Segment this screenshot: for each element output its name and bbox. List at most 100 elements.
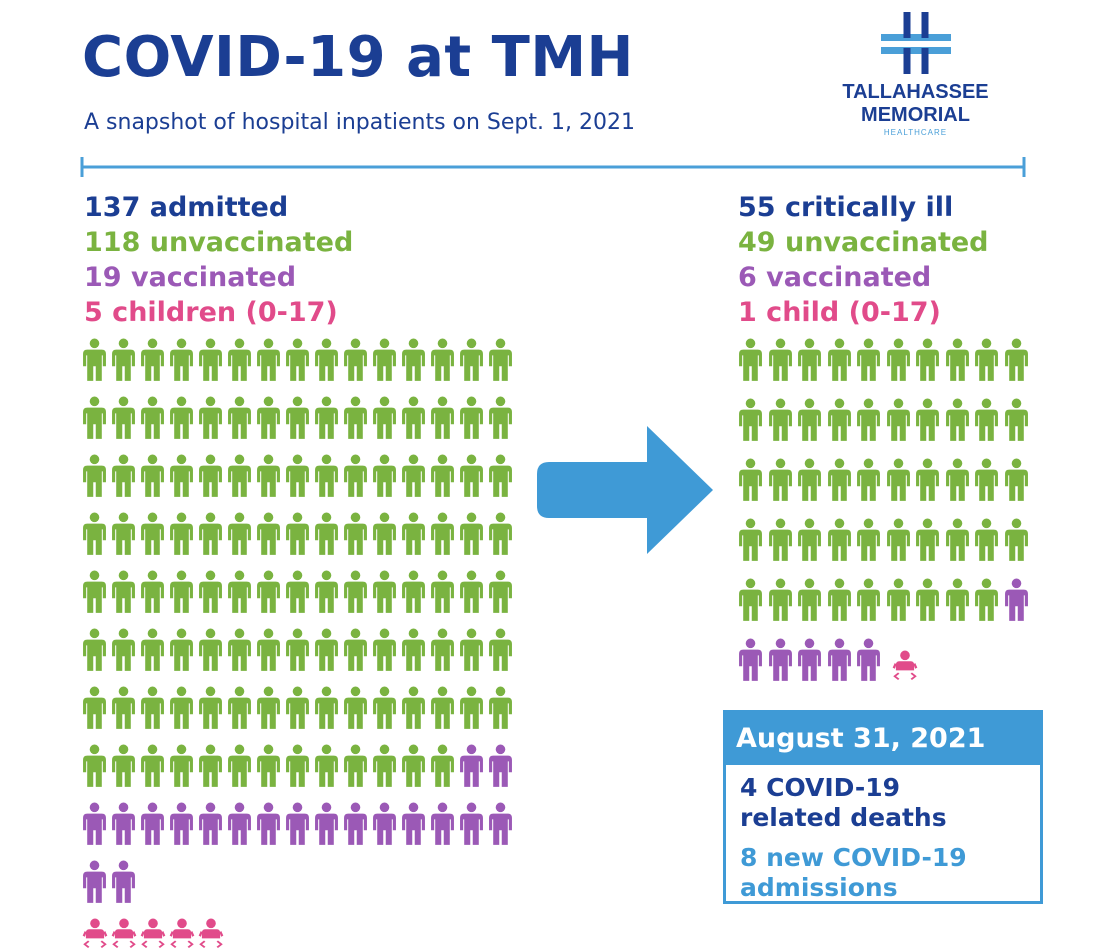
unvaccinated-person-icon (82, 338, 107, 382)
daily-update-date: August 31, 2021 (726, 713, 1040, 765)
vaccinated-person-icon (198, 802, 223, 846)
unvaccinated-person-icon (430, 686, 455, 730)
unvaccinated-person-icon (430, 512, 455, 556)
unvaccinated-person-icon (140, 338, 165, 382)
unvaccinated-person-icon (140, 512, 165, 556)
unvaccinated-person-icon (827, 458, 852, 502)
unvaccinated-person-icon (169, 686, 194, 730)
vaccinated-person-icon (227, 802, 252, 846)
unvaccinated-person-icon (285, 628, 310, 672)
unvaccinated-person-icon (111, 570, 136, 614)
unvaccinated-person-icon (430, 454, 455, 498)
deaths-line2: related deaths (740, 803, 947, 832)
unvaccinated-person-icon (285, 512, 310, 556)
child-icon (140, 918, 166, 948)
vaccinated-person-icon (856, 638, 881, 682)
vaccinated-person-icon (372, 802, 397, 846)
admitted-pictogram (82, 338, 518, 908)
unvaccinated-person-icon (797, 518, 822, 562)
unvaccinated-person-icon (82, 512, 107, 556)
unvaccinated-person-icon (198, 338, 223, 382)
unvaccinated-person-icon (738, 458, 763, 502)
unvaccinated-person-icon (915, 338, 940, 382)
unvaccinated-person-icon (915, 398, 940, 442)
child-icon (169, 918, 195, 948)
admissions-line1: 8 new COVID-19 (740, 843, 967, 872)
unvaccinated-person-icon (1004, 338, 1029, 382)
unvaccinated-person-icon (314, 338, 339, 382)
unvaccinated-person-icon (797, 338, 822, 382)
unvaccinated-person-icon (314, 396, 339, 440)
unvaccinated-person-icon (488, 570, 513, 614)
unvaccinated-person-icon (314, 628, 339, 672)
deaths-stat: 4 COVID-19 related deaths (740, 773, 1040, 833)
unvaccinated-person-icon (169, 628, 194, 672)
vaccinated-person-icon (111, 860, 136, 904)
admissions-stat: 8 new COVID-19 admissions (740, 843, 1040, 903)
logo-text-line2: MEMORIAL (861, 104, 970, 126)
unvaccinated-person-icon (314, 512, 339, 556)
unvaccinated-person-icon (738, 338, 763, 382)
unvaccinated-person-icon (343, 628, 368, 672)
unvaccinated-person-icon (401, 744, 426, 788)
unvaccinated-person-icon (198, 512, 223, 556)
unvaccinated-person-icon (401, 512, 426, 556)
unvaccinated-person-icon (886, 458, 911, 502)
unvaccinated-person-icon (111, 744, 136, 788)
child-icon (892, 650, 918, 680)
unvaccinated-person-icon (169, 396, 194, 440)
unvaccinated-person-icon (459, 686, 484, 730)
critical-vaccinated: 6 vaccinated (738, 262, 932, 293)
unvaccinated-person-icon (82, 744, 107, 788)
unvaccinated-person-icon (227, 396, 252, 440)
unvaccinated-person-icon (886, 338, 911, 382)
unvaccinated-person-icon (738, 398, 763, 442)
unvaccinated-person-icon (256, 454, 281, 498)
vaccinated-person-icon (169, 802, 194, 846)
unvaccinated-person-icon (1004, 518, 1029, 562)
unvaccinated-person-icon (314, 686, 339, 730)
unvaccinated-person-icon (140, 628, 165, 672)
critical-stats: 55 critically ill 49 unvaccinated 6 vacc… (738, 190, 989, 330)
page-subtitle: A snapshot of hospital inpatients on Sep… (84, 110, 635, 135)
admitted-total: 137 admitted (84, 192, 289, 223)
unvaccinated-person-icon (227, 686, 252, 730)
unvaccinated-person-icon (372, 454, 397, 498)
unvaccinated-person-icon (738, 578, 763, 622)
unvaccinated-person-icon (768, 398, 793, 442)
logo-text-line1: TALLAHASSEE (842, 81, 989, 103)
unvaccinated-person-icon (111, 512, 136, 556)
unvaccinated-person-icon (856, 458, 881, 502)
unvaccinated-person-icon (82, 628, 107, 672)
admitted-unvaccinated: 118 unvaccinated (84, 227, 354, 258)
vaccinated-person-icon (738, 638, 763, 682)
unvaccinated-person-icon (915, 518, 940, 562)
vaccinated-person-icon (111, 802, 136, 846)
vaccinated-person-icon (1004, 578, 1029, 622)
vaccinated-person-icon (459, 744, 484, 788)
vaccinated-person-icon (768, 638, 793, 682)
unvaccinated-person-icon (827, 518, 852, 562)
unvaccinated-person-icon (140, 454, 165, 498)
unvaccinated-person-icon (285, 396, 310, 440)
unvaccinated-person-icon (401, 396, 426, 440)
unvaccinated-person-icon (488, 396, 513, 440)
unvaccinated-person-icon (285, 454, 310, 498)
unvaccinated-person-icon (82, 570, 107, 614)
unvaccinated-person-icon (797, 398, 822, 442)
unvaccinated-person-icon (198, 570, 223, 614)
unvaccinated-person-icon (372, 686, 397, 730)
unvaccinated-person-icon (227, 512, 252, 556)
unvaccinated-person-icon (111, 338, 136, 382)
medical-cross-icon (881, 12, 951, 74)
vaccinated-person-icon (343, 802, 368, 846)
vaccinated-person-icon (82, 860, 107, 904)
unvaccinated-person-icon (169, 512, 194, 556)
unvaccinated-person-icon (768, 518, 793, 562)
vaccinated-person-icon (488, 744, 513, 788)
unvaccinated-person-icon (430, 570, 455, 614)
unvaccinated-person-icon (856, 398, 881, 442)
admitted-vaccinated: 19 vaccinated (84, 262, 297, 293)
unvaccinated-person-icon (111, 686, 136, 730)
unvaccinated-person-icon (915, 458, 940, 502)
